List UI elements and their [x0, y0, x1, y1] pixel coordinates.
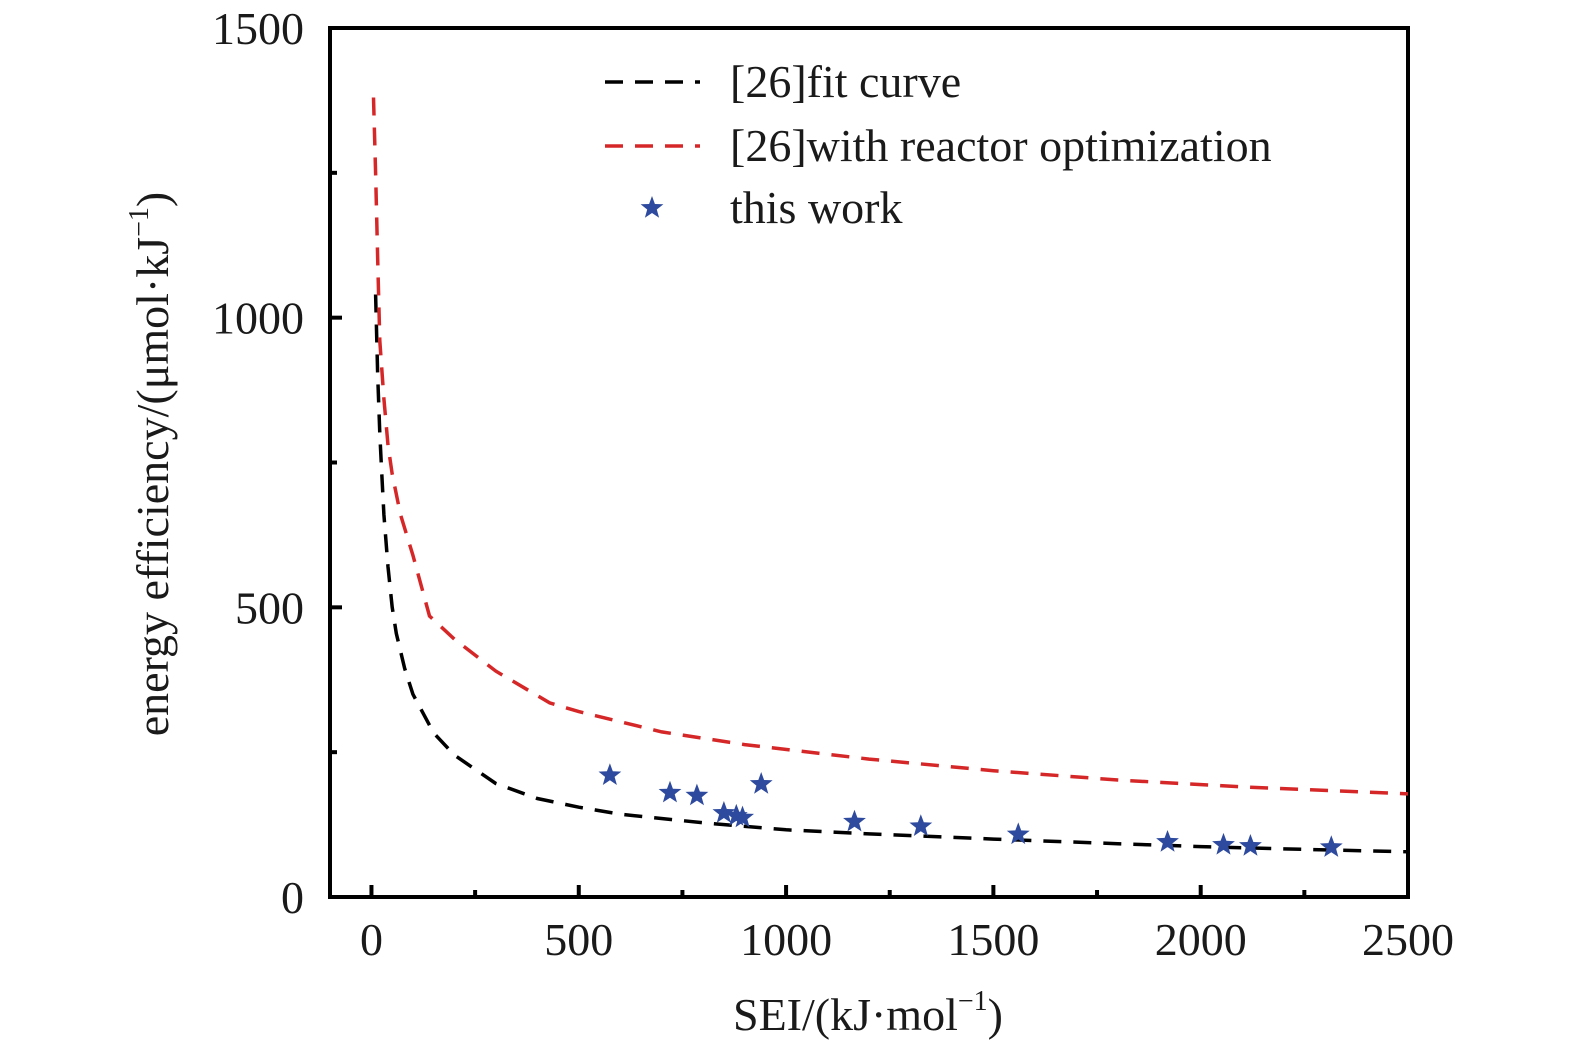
star-marker [749, 772, 773, 794]
star-marker [843, 809, 866, 832]
x-tick-label: 1500 [947, 914, 1039, 965]
star-marker [1006, 822, 1030, 845]
series-3 [598, 763, 1343, 857]
y-axis-title-main: energy efficiency/(μmol·kJ [127, 237, 178, 736]
star-marker [909, 814, 933, 836]
star-marker [658, 780, 682, 803]
star-marker [712, 801, 736, 823]
legend-entry: [26]with reactor optimization [605, 120, 1272, 171]
x-tick-label: 2500 [1362, 914, 1454, 965]
star-marker [1212, 832, 1235, 855]
star-marker [731, 805, 754, 828]
legend-label: this work [730, 182, 903, 233]
major-ticks [330, 26, 1410, 899]
x-axis-title-end: ) [988, 989, 1003, 1040]
series-layer [371, 97, 1409, 857]
x-tick-label: 1000 [740, 914, 832, 965]
y-tick-label: 0 [281, 872, 304, 923]
y-axis-title-sup: −1 [124, 207, 155, 237]
x-axis-title-sup: −1 [958, 986, 988, 1017]
star-marker [1319, 835, 1343, 857]
series-line [371, 97, 1409, 796]
legend-entry: this work [640, 182, 903, 233]
x-tick-label: 2000 [1155, 914, 1247, 965]
star-marker [1156, 830, 1179, 852]
x-tick-label: 500 [544, 914, 613, 965]
y-tick-label: 1000 [212, 293, 304, 344]
x-axis-title-main: SEI/(kJ·mol [733, 989, 958, 1040]
legend-star-sample [640, 196, 664, 218]
x-tick-label: 0 [360, 914, 383, 965]
star-marker [685, 783, 709, 806]
series-1 [373, 294, 1409, 854]
legend-label: [26]with reactor optimization [730, 120, 1272, 171]
legend-entry: [26]fit curve [605, 56, 961, 107]
legend-label: [26]fit curve [730, 56, 961, 107]
legend: [26]fit curve [26]with reactor optimizati… [605, 56, 1272, 233]
series-2 [371, 97, 1409, 796]
star-marker [1239, 834, 1262, 856]
y-axis-title: energy efficiency/(μmol·kJ−1) [124, 192, 178, 737]
y-axis-title-end: ) [127, 192, 178, 207]
minor-ticks [330, 170, 1307, 897]
y-tick-label: 1500 [212, 3, 304, 54]
x-tick-labels: 0 500 1000 1500 2000 2500 [360, 914, 1454, 965]
x-axis-title: SEI/(kJ·mol−1) [733, 986, 1003, 1040]
y-tick-labels: 0 500 1000 1500 [212, 3, 304, 923]
star-marker [598, 763, 622, 785]
y-tick-label: 500 [235, 582, 304, 633]
series-line [373, 294, 1409, 854]
